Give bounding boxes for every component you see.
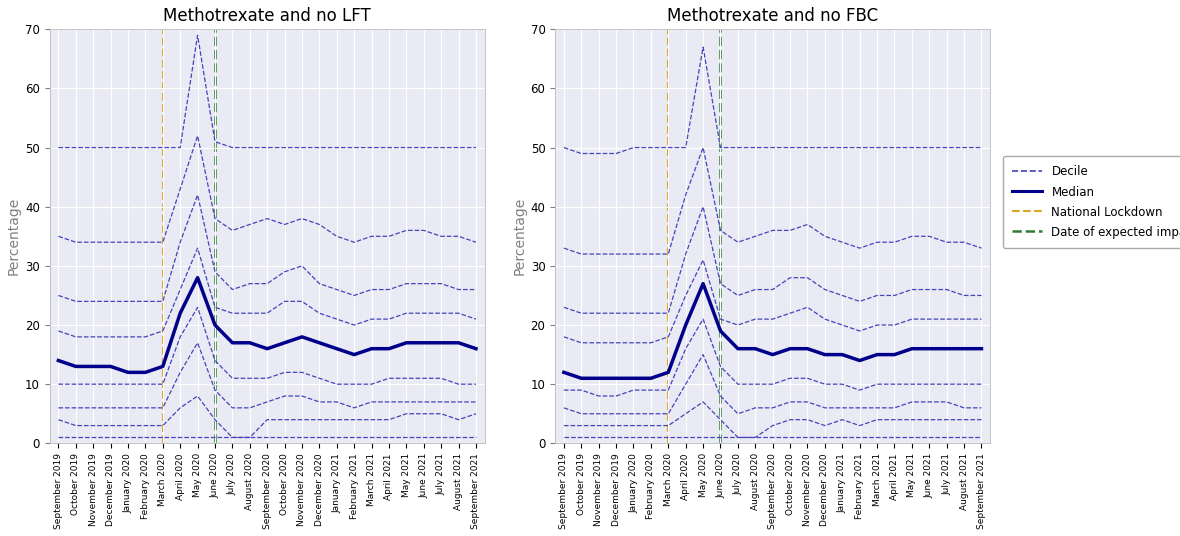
Y-axis label: Percentage: Percentage bbox=[7, 197, 21, 276]
Y-axis label: Percentage: Percentage bbox=[512, 197, 526, 276]
Title: Methotrexate and no LFT: Methotrexate and no LFT bbox=[163, 7, 371, 25]
Legend: Decile, Median, National Lockdown, Date of expected impact: Decile, Median, National Lockdown, Date … bbox=[1003, 156, 1180, 248]
Title: Methotrexate and no FBC: Methotrexate and no FBC bbox=[667, 7, 878, 25]
